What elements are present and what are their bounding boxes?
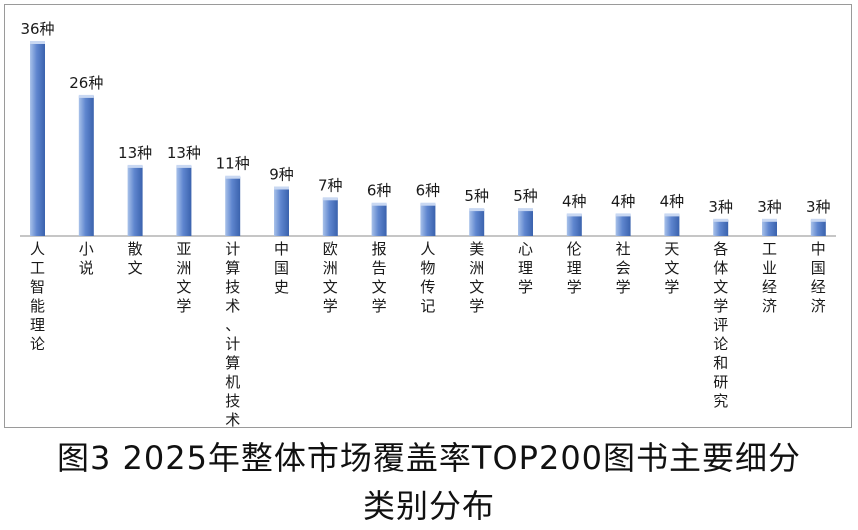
value-label-4: 13种 <box>167 144 201 162</box>
value-label-13: 4种 <box>611 192 636 210</box>
category-label-3: 散文 <box>128 240 143 277</box>
bar-top-3 <box>127 164 143 168</box>
category-label-16: 工业经济 <box>762 240 777 315</box>
bar-top-1 <box>30 41 45 44</box>
bar-top-8 <box>371 202 387 206</box>
bar-1 <box>30 42 45 236</box>
category-label-13: 社会学 <box>616 240 631 296</box>
bar-top-9 <box>420 202 436 206</box>
value-label-14: 4种 <box>660 192 685 210</box>
caption-line-2: 类别分布 <box>362 487 495 525</box>
category-label-1: 人工智能理论 <box>30 240 45 353</box>
caption-line-1: 图3 2025年整体市场覆盖率TOP200图书主要细分 <box>56 439 802 477</box>
value-label-9: 6种 <box>416 182 441 200</box>
bar-4 <box>176 165 192 236</box>
value-label-5: 11种 <box>216 155 250 173</box>
figure-caption: 图3 2025年整体市场覆盖率TOP200图书主要细分 类别分布 <box>0 434 858 530</box>
value-label-11: 5种 <box>513 187 538 205</box>
value-label-17: 3种 <box>806 198 831 216</box>
value-label-3: 13种 <box>118 144 152 162</box>
value-label-6: 9种 <box>269 166 294 184</box>
category-label-8: 报告文学 <box>372 240 387 315</box>
bar-top-4 <box>176 164 192 168</box>
bar-top-11 <box>518 208 533 212</box>
bar-5 <box>225 176 241 236</box>
value-label-12: 4种 <box>562 192 587 210</box>
value-label-2: 26种 <box>69 74 103 92</box>
bar-top-12 <box>566 213 582 217</box>
bars-group <box>30 41 826 237</box>
category-label-15: 各体文学评论和研究 <box>713 240 728 410</box>
bar-top-6 <box>274 186 289 190</box>
bar-12 <box>566 214 582 236</box>
category-label-6: 中国史 <box>274 240 289 296</box>
bar-17 <box>810 219 826 236</box>
bar-2 <box>78 95 94 237</box>
bar-8 <box>371 203 387 236</box>
category-label-12: 伦理学 <box>567 240 582 296</box>
category-label-14: 天文学 <box>664 240 679 296</box>
category-label-4: 亚洲文学 <box>176 240 191 315</box>
bar-top-5 <box>225 175 241 179</box>
bar-top-10 <box>469 208 485 212</box>
value-label-15: 3种 <box>708 198 733 216</box>
bar-top-15 <box>713 218 729 222</box>
bar-15 <box>713 219 729 236</box>
bar-top-16 <box>762 218 777 222</box>
bar-14 <box>664 214 680 236</box>
bar-top-7 <box>322 197 338 201</box>
bar-11 <box>518 209 533 236</box>
bar-16 <box>762 219 777 236</box>
bar-6 <box>274 187 289 236</box>
category-label-17: 中国经济 <box>811 240 826 315</box>
bar-13 <box>615 214 631 236</box>
bar-top-14 <box>664 213 680 217</box>
value-label-1: 36种 <box>20 20 54 38</box>
bar-3 <box>127 165 143 236</box>
value-label-10: 5种 <box>464 187 489 205</box>
bar-9 <box>420 203 436 236</box>
bar-top-2 <box>78 94 94 98</box>
category-label-10: 美洲文学 <box>469 240 484 315</box>
value-label-8: 6种 <box>367 182 392 200</box>
bar-top-17 <box>810 218 826 222</box>
category-label-9: 人物传记 <box>420 240 435 315</box>
category-label-2: 小说 <box>79 240 94 277</box>
bar-10 <box>469 209 485 236</box>
category-label-5: 计算技术、计算机技术 <box>225 240 240 429</box>
bar-top-13 <box>615 213 631 217</box>
category-label-11: 心理学 <box>518 240 533 296</box>
category-label-7: 欧洲文学 <box>323 240 338 315</box>
value-label-16: 3种 <box>757 198 782 216</box>
value-labels-group: 36种 26种 13种 13种 11种 9种 7种 6种 6种 5种 5种 4种 4种 4种 3种 3种 3种 <box>20 20 830 216</box>
value-label-7: 7种 <box>318 176 343 194</box>
bar-7 <box>322 198 338 236</box>
